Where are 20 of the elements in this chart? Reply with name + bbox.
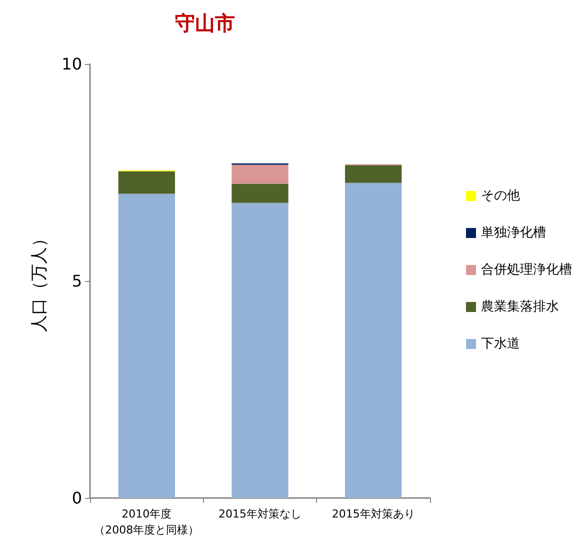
y-tick-label: 0 bbox=[72, 488, 82, 508]
bar bbox=[118, 194, 175, 498]
y-tick-label: 10 bbox=[62, 54, 82, 74]
y-tick-label: 5 bbox=[72, 272, 82, 290]
x-tick-label: 2010年度（2008年度と同様） bbox=[94, 508, 200, 536]
legend-label: 農業集落排水 bbox=[481, 300, 559, 314]
bar bbox=[118, 171, 175, 194]
bar bbox=[345, 182, 402, 498]
bar bbox=[232, 164, 288, 184]
legend-label: 単独浄化槽 bbox=[481, 226, 546, 240]
y-axis-title: 人口（万人） bbox=[30, 230, 50, 332]
x-tick-label: 2015年対策あり bbox=[332, 508, 415, 520]
chart-title: 守山市 bbox=[175, 11, 235, 35]
legend-label: その他 bbox=[481, 188, 520, 204]
bar bbox=[345, 165, 402, 183]
legend-label: 合併処理浄化槽 bbox=[481, 262, 572, 278]
bar bbox=[232, 202, 288, 498]
x-tick-label: 2015年対策なし bbox=[218, 508, 302, 520]
bar bbox=[232, 184, 288, 203]
legend-label: 下水道 bbox=[481, 336, 520, 352]
